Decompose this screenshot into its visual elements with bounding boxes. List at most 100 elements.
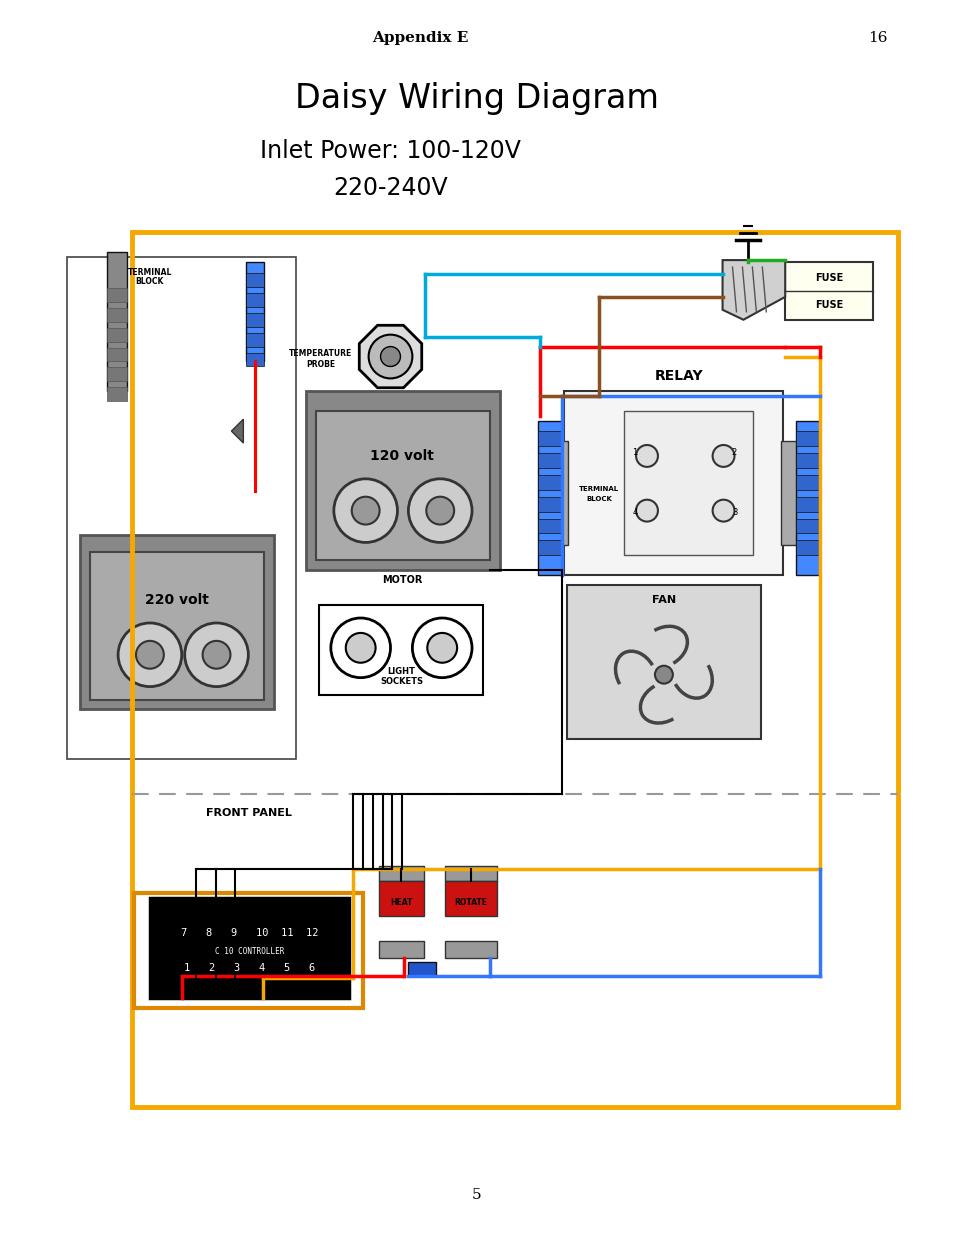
Bar [796, 541, 820, 556]
Text: FAN: FAN [651, 595, 676, 605]
Text: LIGHT: LIGHT [387, 667, 415, 677]
Circle shape [334, 479, 397, 542]
Circle shape [352, 496, 379, 525]
Bar [552, 441, 568, 546]
Circle shape [136, 641, 164, 668]
Circle shape [368, 335, 412, 378]
Bar [133, 893, 362, 1008]
Circle shape [345, 632, 375, 663]
Bar [107, 368, 127, 382]
Text: PROBE: PROBE [306, 359, 335, 369]
Bar [537, 496, 561, 511]
Circle shape [202, 641, 231, 668]
Bar [408, 962, 436, 976]
Text: FUSE: FUSE [814, 300, 842, 310]
Circle shape [380, 347, 400, 367]
Text: 220-240V: 220-240V [333, 175, 447, 200]
Bar [537, 431, 561, 446]
Bar [80, 536, 274, 709]
Text: FUSE: FUSE [814, 273, 842, 283]
Circle shape [118, 622, 181, 687]
Bar [68, 257, 295, 760]
Bar [796, 421, 820, 576]
Text: HEAT: HEAT [390, 898, 413, 906]
Bar [537, 474, 561, 490]
Bar [796, 474, 820, 490]
Bar [537, 519, 561, 534]
Text: FRONT PANEL: FRONT PANEL [206, 808, 292, 818]
Bar [306, 391, 499, 571]
Circle shape [427, 632, 456, 663]
Bar [537, 541, 561, 556]
Polygon shape [721, 261, 784, 320]
Text: Inlet Power: 100-120V: Inlet Power: 100-120V [260, 138, 520, 163]
Bar [107, 327, 127, 342]
Bar [445, 866, 497, 882]
Bar [246, 293, 264, 306]
Text: 1: 1 [632, 448, 637, 457]
Bar [781, 441, 797, 546]
Bar [246, 352, 264, 367]
Circle shape [636, 500, 658, 521]
Circle shape [712, 445, 734, 467]
Bar [567, 585, 760, 740]
Text: MOTOR: MOTOR [382, 576, 422, 585]
Text: BLOCK: BLOCK [586, 495, 612, 501]
Circle shape [636, 445, 658, 467]
Text: 7   8   9   10  11  12: 7 8 9 10 11 12 [180, 929, 317, 939]
Bar [318, 605, 482, 694]
Bar [150, 898, 349, 998]
Text: 5: 5 [472, 1188, 481, 1202]
Text: 2: 2 [731, 448, 737, 457]
Bar [564, 391, 782, 576]
Bar [315, 411, 490, 561]
Text: BLOCK: BLOCK [135, 278, 164, 287]
Text: 3: 3 [731, 508, 737, 517]
Text: 16: 16 [867, 31, 886, 46]
Bar [796, 431, 820, 446]
Bar [246, 262, 264, 362]
Bar [246, 312, 264, 327]
Bar [246, 273, 264, 287]
Bar [132, 232, 897, 1107]
Bar [107, 347, 127, 362]
Bar [91, 552, 264, 699]
Bar [378, 866, 424, 882]
Polygon shape [359, 325, 421, 388]
Text: Daisy Wiring Diagram: Daisy Wiring Diagram [294, 82, 659, 115]
Bar [107, 388, 127, 401]
Text: RELAY: RELAY [654, 369, 702, 383]
Circle shape [331, 618, 390, 678]
Bar [796, 496, 820, 511]
Bar [784, 262, 872, 320]
Bar [445, 882, 497, 916]
Bar [378, 941, 424, 958]
Text: 220 volt: 220 volt [145, 593, 209, 608]
Bar [796, 519, 820, 534]
Text: TEMPERATURE: TEMPERATURE [289, 350, 353, 358]
Circle shape [712, 500, 734, 521]
Bar [623, 411, 753, 556]
Text: Appendix E: Appendix E [372, 31, 468, 46]
Bar [107, 308, 127, 322]
Circle shape [412, 618, 472, 678]
Text: C 10 CONTROLLER: C 10 CONTROLLER [214, 946, 284, 956]
Circle shape [185, 622, 248, 687]
Bar [246, 332, 264, 347]
Circle shape [408, 479, 472, 542]
Bar [796, 453, 820, 468]
Text: TERMINAL: TERMINAL [128, 268, 172, 277]
Text: SOCKETS: SOCKETS [379, 677, 422, 687]
Text: 120 volt: 120 volt [370, 450, 434, 463]
Text: ROTATE: ROTATE [454, 898, 487, 906]
Bar [107, 288, 127, 301]
Bar [537, 453, 561, 468]
Circle shape [426, 496, 454, 525]
Bar [445, 941, 497, 958]
Circle shape [655, 666, 672, 684]
Text: TERMINAL: TERMINAL [578, 485, 618, 492]
Bar [537, 421, 561, 576]
Bar [107, 252, 127, 391]
Polygon shape [232, 419, 243, 443]
Bar [378, 882, 424, 916]
